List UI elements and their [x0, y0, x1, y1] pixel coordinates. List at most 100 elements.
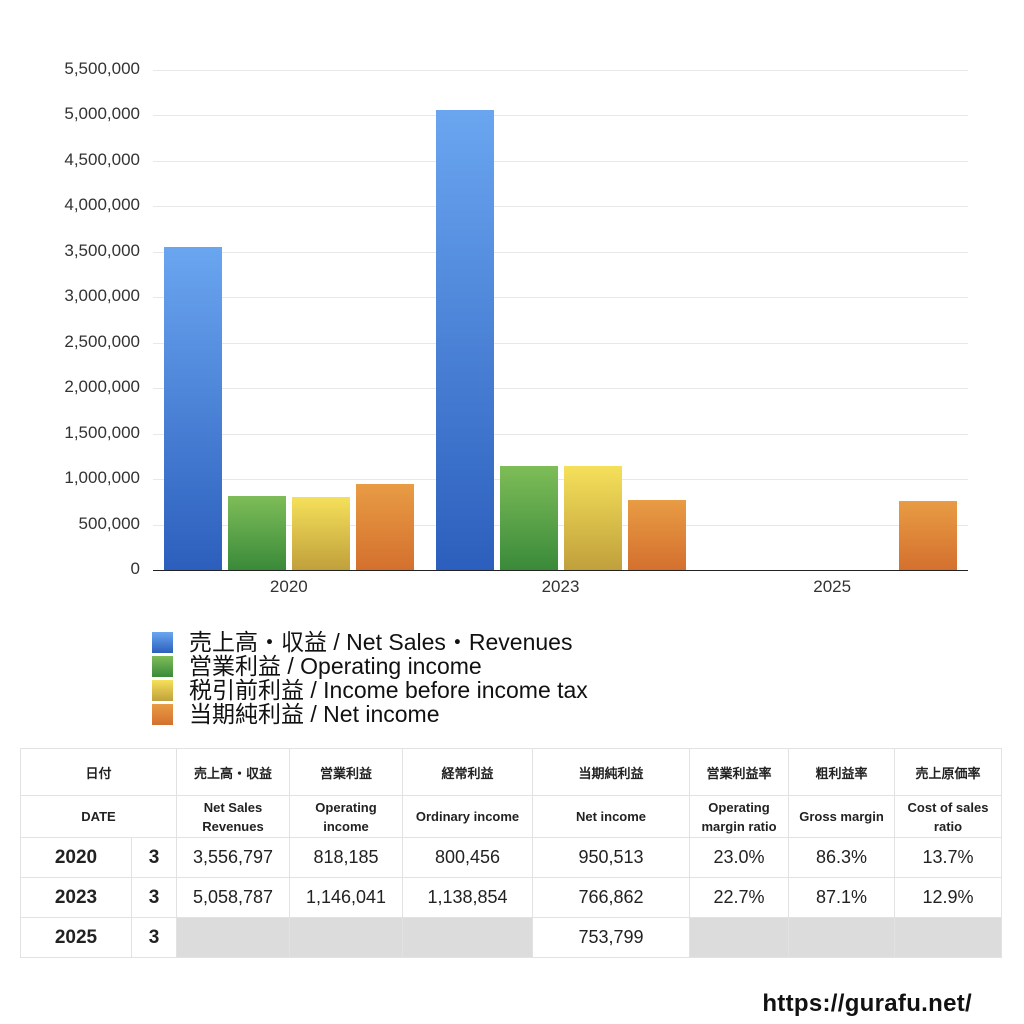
cell-net-sales	[176, 917, 290, 958]
gridline	[153, 297, 968, 299]
cell-net-sales: 5,058,787	[176, 877, 290, 918]
cell-ordinary-income: 800,456	[402, 837, 533, 878]
gridline	[153, 479, 968, 481]
header-operating-income-en: Operating income	[289, 795, 403, 838]
cell-net-income: 950,513	[532, 837, 690, 878]
table-row: 2023 3 5,058,787 1,146,041 1,138,854 766…	[20, 877, 1002, 918]
cell-operating-income: 818,185	[289, 837, 403, 878]
header-cost-ratio-jp: 売上原価率	[894, 748, 1002, 796]
y-axis-tick-label: 3,000,000	[64, 286, 140, 306]
gridline	[153, 160, 968, 162]
bar-2020-series-0	[163, 246, 222, 570]
header-op-margin-jp: 営業利益率	[689, 748, 789, 796]
y-axis-tick-label: 1,000,000	[64, 468, 140, 488]
header-gross-margin-jp: 粗利益率	[788, 748, 895, 796]
cell-month: 3	[131, 877, 177, 918]
legend-label: 営業利益 / Operating income	[189, 653, 482, 679]
header-net-sales-en: Net Sales Revenues	[176, 795, 290, 838]
legend-swatch	[152, 679, 173, 701]
cell-operating-income: 1,146,041	[289, 877, 403, 918]
cell-op-margin: 22.7%	[689, 877, 789, 918]
header-net-sales-jp: 売上高・収益	[176, 748, 290, 796]
cell-gross-margin	[788, 917, 895, 958]
cell-op-margin	[689, 917, 789, 958]
x-axis-tick-label: 2025	[813, 577, 852, 596]
cell-cost-ratio: 12.9%	[894, 877, 1002, 918]
gridline	[153, 206, 968, 208]
y-axis-tick-label: 5,000,000	[64, 104, 140, 124]
bar-2025-series-3	[899, 501, 958, 570]
y-axis-tick-label: 2,000,000	[64, 377, 140, 397]
cell-gross-margin: 86.3%	[788, 837, 895, 878]
header-date-en: DATE	[20, 795, 177, 838]
gridline	[153, 342, 968, 344]
legend-item: 当期純利益 / Net income	[152, 702, 588, 726]
table-row: 2025 3 753,799	[20, 917, 1002, 958]
x-axis-tick-label: 2020	[269, 577, 308, 596]
cell-ordinary-income: 1,138,854	[402, 877, 533, 918]
legend-swatch	[152, 631, 173, 653]
site-url-link[interactable]: https://gurafu.net/	[762, 990, 972, 1017]
legend-swatch	[152, 703, 173, 725]
cell-net-income: 766,862	[532, 877, 690, 918]
legend-item: 税引前利益 / Income before income tax	[152, 678, 588, 702]
gridline	[153, 524, 968, 526]
x-axis-tick-label: 2023	[541, 577, 580, 596]
bar-2023-series-3	[627, 500, 686, 570]
y-axis-tick-label: 2,500,000	[64, 331, 140, 351]
y-axis-tick-label: 1,500,000	[64, 422, 140, 442]
legend-item: 売上高・収益 / Net Sales・Revenues	[152, 630, 588, 654]
table-header-jp: 日付 売上高・収益 営業利益 経常利益 当期純利益 営業利益率 粗利益率 売上原…	[20, 748, 1002, 796]
cell-year: 2020	[20, 837, 132, 878]
header-net-income-en: Net income	[532, 795, 690, 838]
y-axis-tick-label: 3,500,000	[64, 240, 140, 260]
gridline	[153, 115, 968, 117]
y-axis-tick-label: 500,000	[78, 513, 140, 533]
header-net-income-jp: 当期純利益	[532, 748, 690, 796]
legend-swatch	[152, 655, 173, 677]
header-ordinary-income-jp: 経常利益	[402, 748, 533, 796]
legend-label: 当期純利益 / Net income	[189, 701, 440, 727]
y-axis-tick-label: 5,500,000	[64, 59, 140, 78]
legend-item: 営業利益 / Operating income	[152, 654, 588, 678]
header-gross-margin-en: Gross margin	[788, 795, 895, 838]
cell-month: 3	[131, 917, 177, 958]
cell-month: 3	[131, 837, 177, 878]
y-axis-tick-label: 4,500,000	[64, 149, 140, 169]
header-cost-ratio-en: Cost of sales ratio	[894, 795, 1002, 838]
gridline	[153, 251, 968, 253]
bar-2020-series-2	[291, 497, 350, 570]
financial-data-table: 日付 売上高・収益 営業利益 経常利益 当期純利益 営業利益率 粗利益率 売上原…	[20, 748, 1002, 958]
gridline	[153, 70, 968, 71]
chart-legend: 売上高・収益 / Net Sales・Revenues 営業利益 / Operat…	[152, 630, 588, 726]
y-axis-tick-label: 4,000,000	[64, 195, 140, 215]
y-axis-tick-label: 0	[130, 559, 140, 578]
header-operating-income-jp: 営業利益	[289, 748, 403, 796]
bar-2020-series-1	[227, 495, 286, 570]
bar-2023-series-0	[435, 110, 494, 570]
header-op-margin-en: Operating margin ratio	[689, 795, 789, 838]
legend-label: 売上高・収益 / Net Sales・Revenues	[189, 629, 573, 655]
cell-year: 2025	[20, 917, 132, 958]
table-header-en: DATE Net Sales Revenues Operating income O…	[20, 795, 1002, 838]
cell-gross-margin: 87.1%	[788, 877, 895, 918]
bar-2023-series-2	[563, 466, 622, 570]
cell-operating-income	[289, 917, 403, 958]
gridline	[153, 433, 968, 435]
cell-net-sales: 3,556,797	[176, 837, 290, 878]
bar-2020-series-3	[355, 483, 414, 570]
legend-label: 税引前利益 / Income before income tax	[189, 677, 588, 703]
bar-chart: 0 500,000 1,000,000 1,500,000 2,000,000 2,500…	[64, 59, 968, 596]
header-date-jp: 日付	[20, 748, 177, 796]
header-ordinary-income-en: Ordinary income	[402, 795, 533, 838]
gridline	[153, 388, 968, 390]
cell-net-income: 753,799	[532, 917, 690, 958]
cell-op-margin: 23.0%	[689, 837, 789, 878]
x-axis-line	[153, 570, 968, 571]
cell-ordinary-income	[402, 917, 533, 958]
cell-cost-ratio: 13.7%	[894, 837, 1002, 878]
cell-cost-ratio	[894, 917, 1002, 958]
cell-year: 2023	[20, 877, 132, 918]
bar-2023-series-1	[499, 465, 558, 570]
table-row: 2020 3 3,556,797 818,185 800,456 950,513…	[20, 837, 1002, 878]
